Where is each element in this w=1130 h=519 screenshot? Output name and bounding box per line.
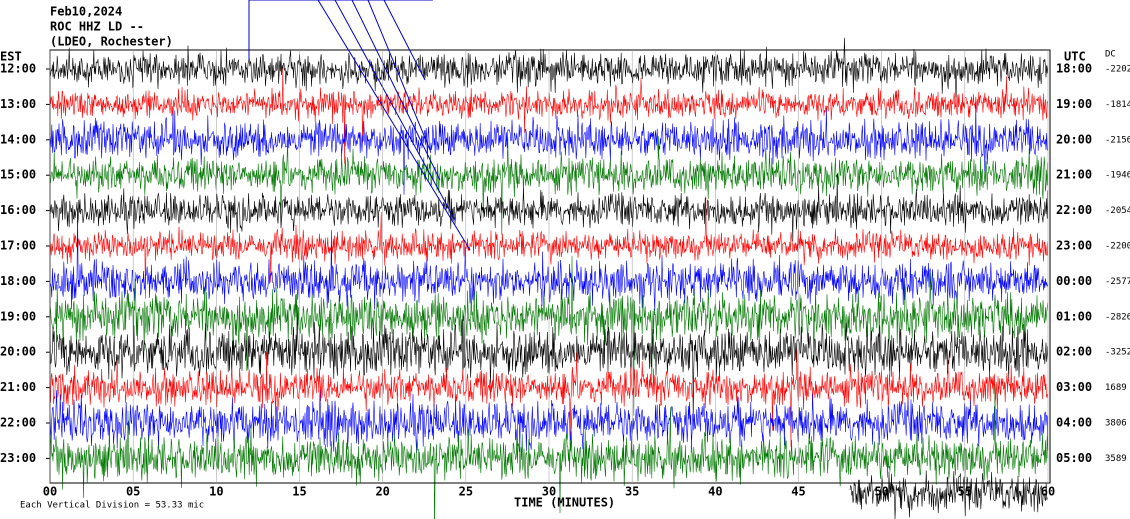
x-tick-label: 60	[1041, 485, 1055, 499]
x-tick-label: 10	[209, 485, 223, 499]
station: ROC HHZ LD --	[50, 20, 144, 34]
event-markers	[248, 0, 471, 251]
est-label: 23:00	[0, 451, 36, 465]
dc-value: 1689	[1105, 383, 1127, 393]
dc-value: -2054	[1105, 206, 1130, 216]
utc-label: 18:00	[1056, 62, 1092, 76]
utc-label: 19:00	[1056, 97, 1092, 111]
dc-value: -3252	[1105, 348, 1130, 358]
x-tick-label: 30	[542, 485, 556, 499]
est-label: 12:00	[0, 62, 36, 76]
utc-label: 00:00	[1056, 274, 1092, 288]
x-tick-label: 20	[375, 485, 389, 499]
est-label: 15:00	[0, 168, 36, 182]
dc-value: 3806	[1105, 419, 1127, 429]
utc-label: 04:00	[1056, 416, 1092, 430]
x-tick-label: 15	[292, 485, 306, 499]
x-tick-label: 35	[625, 485, 639, 499]
est-label: 21:00	[0, 380, 36, 394]
utc-label: 23:00	[1056, 239, 1092, 253]
est-title: EST	[0, 50, 22, 64]
utc-label: 01:00	[1056, 309, 1092, 323]
est-label: 13:00	[0, 97, 36, 111]
est-label: 22:00	[0, 416, 36, 430]
x-tick-label: 45	[791, 485, 805, 499]
utc-label: 22:00	[1056, 203, 1092, 217]
x-tick-label: 05	[126, 485, 140, 499]
dc-value: -1946	[1105, 171, 1130, 181]
dc-value: -2200	[1105, 242, 1130, 252]
utc-label: 03:00	[1056, 380, 1092, 394]
network: (LDEO, Rochester)	[50, 35, 173, 49]
x-tick-label: 55	[958, 485, 972, 499]
utc-title: UTC	[1064, 50, 1086, 64]
est-label: 14:00	[0, 132, 36, 146]
utc-label: 21:00	[1056, 168, 1092, 182]
dc-value: -2156	[1105, 135, 1130, 145]
trace	[849, 470, 1048, 519]
x-tick-label: 50	[874, 485, 888, 499]
x-tick-label: 25	[459, 485, 473, 499]
est-label: 18:00	[0, 274, 36, 288]
x-tick-label: 00	[43, 485, 57, 499]
dc-value: -2826	[1105, 312, 1130, 322]
est-label: 16:00	[0, 203, 36, 217]
dc-title: DC	[1105, 50, 1116, 60]
est-label: 19:00	[0, 309, 36, 323]
dc-value: 3589	[1105, 454, 1127, 464]
dc-value: -1814	[1105, 100, 1130, 110]
date: Feb10,2024	[50, 5, 122, 19]
x-tick-label: 40	[708, 485, 722, 499]
est-label: 17:00	[0, 239, 36, 253]
utc-label: 05:00	[1056, 451, 1092, 465]
scale-note: Each Vertical Division = 53.33 mic	[20, 501, 204, 511]
utc-label: 02:00	[1056, 345, 1092, 359]
dc-value: -2202	[1105, 65, 1130, 75]
dc-value: -2577	[1105, 277, 1130, 287]
x-axis-title: TIME (MINUTES)	[514, 496, 615, 510]
est-label: 20:00	[0, 345, 36, 359]
utc-label: 20:00	[1056, 132, 1092, 146]
